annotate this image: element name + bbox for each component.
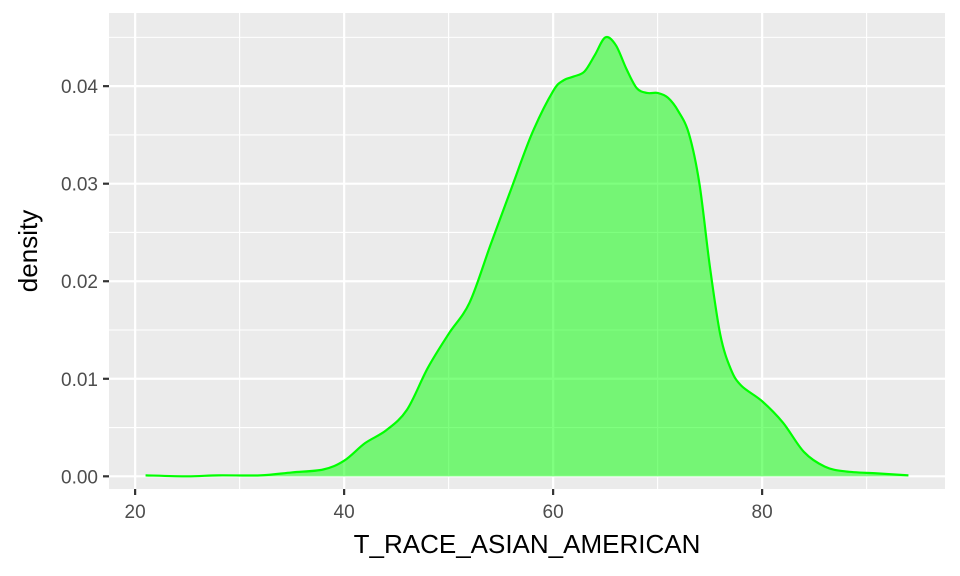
x-axis-title: T_RACE_ASIAN_AMERICAN: [354, 529, 701, 559]
y-tick-label: 0.01: [61, 370, 98, 391]
y-axis: 0.00 0.01 0.02 0.03 0.04: [61, 77, 109, 488]
density-line: [145, 35, 909, 478]
y-tick-label: 0.00: [61, 467, 98, 488]
x-tick-label: 20: [125, 502, 146, 523]
x-axis: 20 40 60 80: [125, 489, 773, 523]
x-tick-label: 40: [334, 502, 355, 523]
y-tick-label: 0.03: [61, 175, 98, 196]
y-tick-label: 0.02: [61, 272, 98, 293]
y-tick-label: 0.04: [61, 77, 98, 98]
x-tick-label: 80: [752, 502, 773, 523]
y-axis-title: density: [13, 210, 43, 292]
x-tick-label: 60: [543, 502, 564, 523]
density-area: [145, 37, 909, 477]
